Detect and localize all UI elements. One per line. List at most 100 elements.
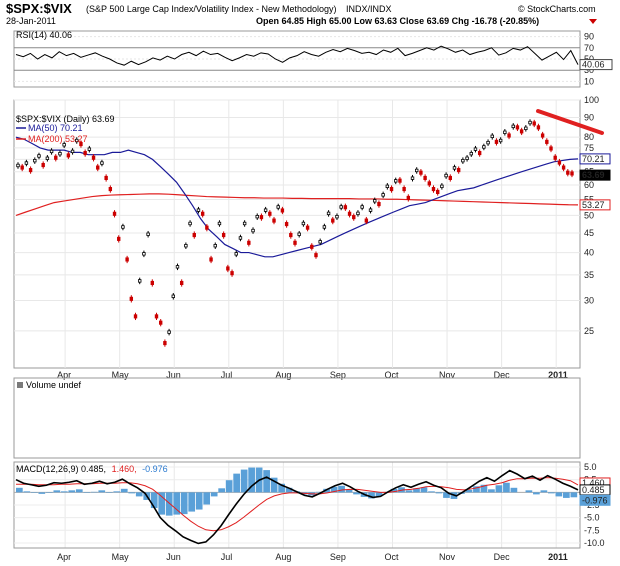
- macd-month-label: May: [112, 552, 130, 562]
- price-candle: [247, 240, 251, 245]
- macd-histogram-bar: [503, 482, 510, 493]
- price-candle: [205, 225, 209, 230]
- price-month-label: Jul: [221, 370, 233, 380]
- macd-histogram-bar: [428, 491, 435, 493]
- price-candle: [503, 130, 507, 134]
- ma200-legend: MA(200) 53.27: [28, 134, 88, 144]
- volume-icon: [17, 382, 23, 388]
- macd-histogram-bar: [180, 492, 188, 515]
- price-candle: [104, 175, 108, 181]
- macd-badge-text: 1.460: [582, 478, 605, 488]
- price-candle: [444, 173, 448, 178]
- macd-histogram-bar: [158, 492, 166, 515]
- price-candle: [410, 176, 415, 180]
- price-candle: [184, 244, 188, 248]
- macd-histogram-bar: [443, 492, 450, 498]
- price-candle: [238, 236, 243, 240]
- price-candle: [221, 233, 226, 238]
- macd-histogram-bar: [68, 490, 76, 493]
- price-candle: [125, 257, 129, 262]
- price-candle: [188, 221, 192, 226]
- price-candle: [482, 145, 486, 149]
- macd-grid: [14, 466, 580, 544]
- macd-month-label: Sep: [330, 552, 346, 562]
- price-candle: [33, 158, 37, 163]
- macd-histogram-bar: [203, 492, 211, 505]
- price-tick-label: 30: [584, 295, 594, 305]
- rsi-title: RSI(14) 40.06: [16, 30, 72, 40]
- price-badge-text: 53.27: [582, 200, 605, 210]
- price-candle: [524, 126, 528, 130]
- price-candle: [192, 233, 196, 238]
- macd-histogram-bar: [233, 473, 240, 493]
- macd-histogram-bar: [315, 491, 323, 493]
- rsi-value-badge-text: 40.06: [582, 60, 605, 70]
- price-badge: [579, 169, 611, 181]
- price-badge-text: 70.21: [582, 154, 605, 164]
- price-candle: [356, 211, 360, 216]
- price-candle: [373, 199, 377, 203]
- price-candle: [352, 215, 356, 220]
- rsi-tick-label: 30: [584, 65, 594, 75]
- macd-histogram-bar: [480, 484, 488, 493]
- price-candle: [146, 232, 150, 236]
- macd-tick-label: -10.0: [584, 538, 605, 548]
- symbol-description: (S&P 500 Large Cap Index/Volatility Inde…: [86, 4, 336, 14]
- price-candle: [138, 279, 142, 283]
- price-month-label: Jun: [166, 370, 181, 380]
- price-candle: [96, 165, 100, 170]
- price-candle: [364, 218, 369, 223]
- price-candle: [108, 187, 113, 192]
- price-legend: MA(50) 70.21 MA(200) 53.27: [16, 123, 88, 144]
- macd-histogram-bar: [420, 487, 428, 493]
- macd-signal-line: [16, 477, 579, 532]
- price-candle: [175, 265, 180, 269]
- price-tick-label: 80: [584, 132, 594, 142]
- price-candle: [75, 138, 79, 143]
- rsi-line: [15, 45, 579, 66]
- macd-histogram-bar: [165, 492, 173, 516]
- macd-histogram-bar: [38, 492, 46, 494]
- price-month-label: May: [112, 370, 130, 380]
- macd-histogram-bar: [195, 492, 203, 510]
- price-candles: [16, 119, 574, 347]
- price-candle: [415, 168, 419, 173]
- price-tick-label: 40: [584, 248, 594, 258]
- trendline-annotation: [536, 109, 604, 135]
- macd-histogram-bar: [225, 480, 233, 493]
- price-candle: [545, 139, 549, 144]
- macd-histogram-bar: [435, 492, 443, 494]
- price-candle: [301, 221, 306, 226]
- price-candle: [171, 294, 175, 298]
- price-candle: [268, 211, 272, 216]
- price-candle: [486, 140, 490, 145]
- macd-histogram-bar: [563, 492, 570, 498]
- macd-histogram-bar: [240, 469, 248, 493]
- macd-title-histogram: -0.976: [142, 464, 168, 474]
- price-candle: [83, 151, 87, 156]
- price-tick-label: 50: [584, 210, 594, 220]
- price-candle: [242, 221, 247, 226]
- macd-histogram-bar: [83, 492, 91, 493]
- chart-date: 28-Jan-2011: [6, 16, 56, 26]
- price-candle: [150, 280, 155, 286]
- price-candle: [272, 218, 276, 223]
- price-candle: [557, 160, 562, 165]
- price-candle: [431, 187, 436, 192]
- price-candle: [112, 211, 117, 216]
- macd-histogram-bar: [45, 492, 53, 493]
- price-candle: [322, 225, 327, 229]
- price-candle: [368, 208, 373, 212]
- price-candle: [532, 121, 536, 126]
- price-candle: [566, 170, 570, 175]
- price-candle: [461, 158, 465, 163]
- symbol-title: $SPX:$VIX: [6, 1, 72, 16]
- macd-histogram-bar: [473, 486, 480, 493]
- macd-month-label: Oct: [384, 552, 399, 562]
- price-candle: [473, 147, 478, 151]
- price-month-label: Nov: [439, 370, 456, 380]
- rsi-grid: [14, 36, 580, 82]
- rsi-value-badge: [579, 59, 613, 71]
- price-tick-label: 75: [584, 143, 594, 153]
- price-candle: [507, 133, 511, 138]
